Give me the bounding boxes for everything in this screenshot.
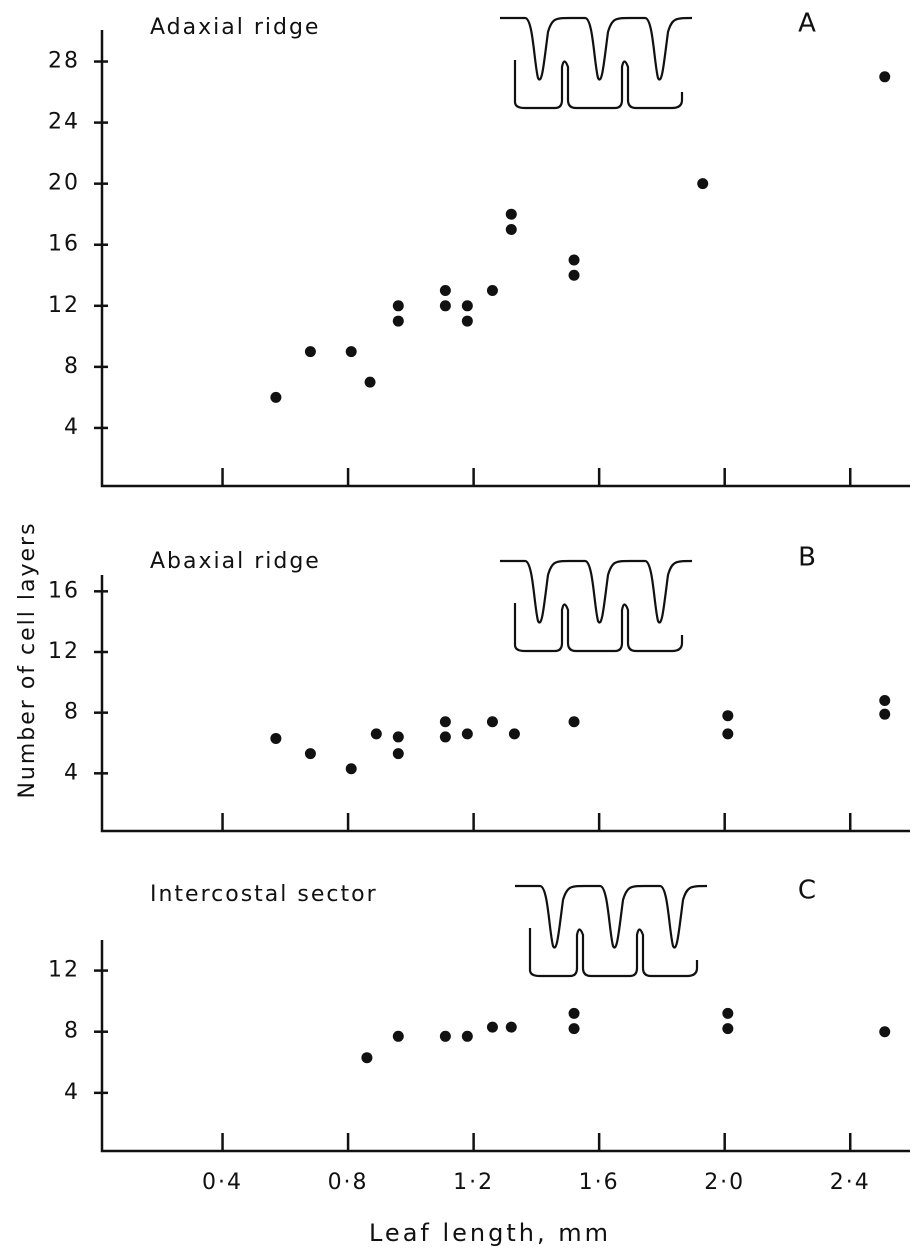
inset-diagram [513, 884, 709, 978]
data-point [486, 716, 498, 728]
data-point [568, 716, 580, 728]
y-tick-label: 8 [64, 1019, 80, 1044]
data-point [697, 178, 709, 190]
data-point [486, 1021, 498, 1033]
data-point [461, 300, 473, 312]
y-tick-label: 8 [64, 354, 80, 379]
y-tick-label: 4 [64, 1080, 80, 1105]
data-point [722, 1023, 734, 1035]
data-point [461, 315, 473, 327]
x-tick-label: 0·8 [328, 1170, 369, 1195]
data-point [879, 71, 891, 83]
data-point [439, 300, 451, 312]
data-point [370, 728, 382, 740]
data-point [392, 1030, 404, 1042]
data-point [505, 208, 517, 220]
data-point [461, 728, 473, 740]
data-point [392, 748, 404, 760]
y-tick-label: 12 [48, 293, 80, 318]
axis-line [100, 30, 910, 488]
data-point [568, 269, 580, 281]
data-point [361, 1052, 373, 1064]
y-tick-label: 16 [48, 232, 80, 257]
inset-diagram [498, 16, 694, 110]
y-tick-label: 12 [48, 958, 80, 983]
data-point [392, 731, 404, 743]
y-tick-label: 28 [48, 49, 80, 74]
y-tick-label: 16 [48, 578, 80, 603]
y-tick-label: 12 [48, 639, 80, 664]
data-point [439, 716, 451, 728]
data-point [505, 223, 517, 235]
x-tick-label: 0·4 [202, 1170, 243, 1195]
y-tick-label: 20 [48, 171, 80, 196]
data-point [508, 728, 520, 740]
x-tick-label: 1·6 [579, 1170, 620, 1195]
data-point [505, 1021, 517, 1033]
data-point [439, 731, 451, 743]
data-point [270, 391, 282, 403]
panel-title: Abaxial ridge [150, 549, 321, 574]
inset-diagram [498, 559, 694, 653]
data-point [304, 748, 316, 760]
axis-line [100, 940, 910, 1153]
data-point [304, 346, 316, 358]
data-point [568, 1023, 580, 1035]
data-point [722, 1007, 734, 1019]
panel-title: Adaxial ridge [150, 15, 320, 40]
x-axis-label: Leaf length, mm [369, 1219, 611, 1247]
data-point [879, 695, 891, 707]
y-tick-label: 4 [64, 760, 80, 785]
data-point [486, 285, 498, 297]
x-tick-label: 2·4 [830, 1170, 871, 1195]
data-point [439, 1030, 451, 1042]
x-tick-label: 1·2 [453, 1170, 494, 1195]
y-tick-label: 4 [64, 415, 80, 440]
data-point [568, 1007, 580, 1019]
data-point [461, 1030, 473, 1042]
x-tick-label: 2·0 [704, 1170, 745, 1195]
data-point [439, 285, 451, 297]
panel-label: C [798, 876, 818, 906]
panel-label: B [798, 543, 818, 573]
data-point [392, 300, 404, 312]
data-point [722, 728, 734, 740]
panel-label: A [798, 9, 818, 39]
data-point [879, 1026, 891, 1038]
data-point [879, 708, 891, 720]
data-point [722, 710, 734, 722]
y-tick-label: 24 [48, 110, 80, 135]
data-point [364, 376, 376, 388]
data-point [345, 346, 357, 358]
data-point [568, 254, 580, 266]
data-point [345, 763, 357, 775]
data-point [270, 732, 282, 744]
panel-title: Intercostal sector [150, 882, 378, 907]
y-tick-label: 8 [64, 700, 80, 725]
axis-line [100, 575, 910, 833]
data-point [392, 315, 404, 327]
y-axis-label: Number of cell layers [15, 521, 40, 798]
